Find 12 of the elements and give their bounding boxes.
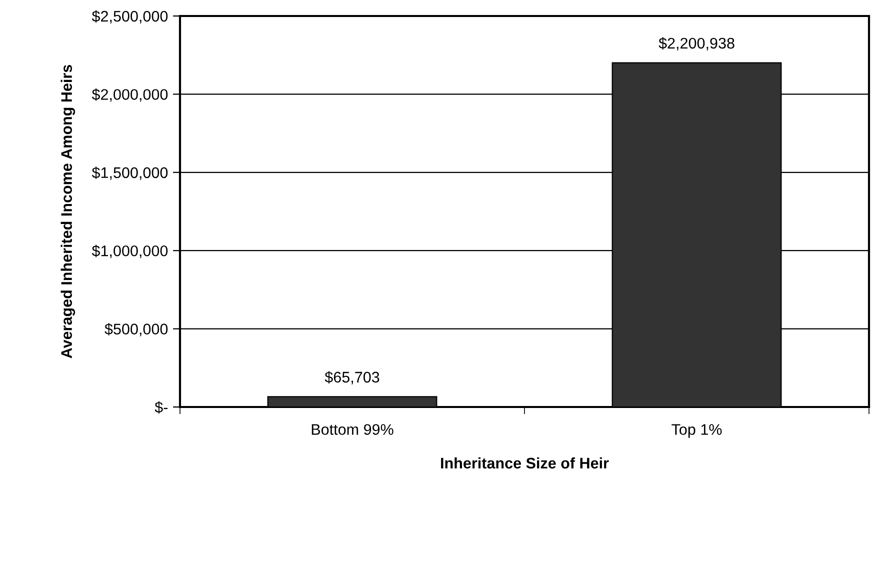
y-tick-label: $1,500,000 [92, 166, 168, 180]
y-tick-label: $- [154, 401, 168, 414]
y-tick-label: $2,500,000 [92, 10, 168, 24]
x-tick-label: Top 1% [672, 424, 722, 438]
y-tick-label: $1,000,000 [92, 244, 168, 258]
y-tick-label: $500,000 [104, 323, 168, 336]
data-label: $65,703 [324, 371, 380, 384]
data-label: $2,200,938 [658, 37, 734, 50]
x-axis-title: Inheritance Size of Heir [441, 457, 609, 469]
x-tick-label: Bottom 99% [312, 424, 394, 435]
y-tick-label: $2,000,000 [92, 88, 168, 102]
y-axis-title: Averaged Inherited Income Among Heirs [60, 64, 76, 358]
